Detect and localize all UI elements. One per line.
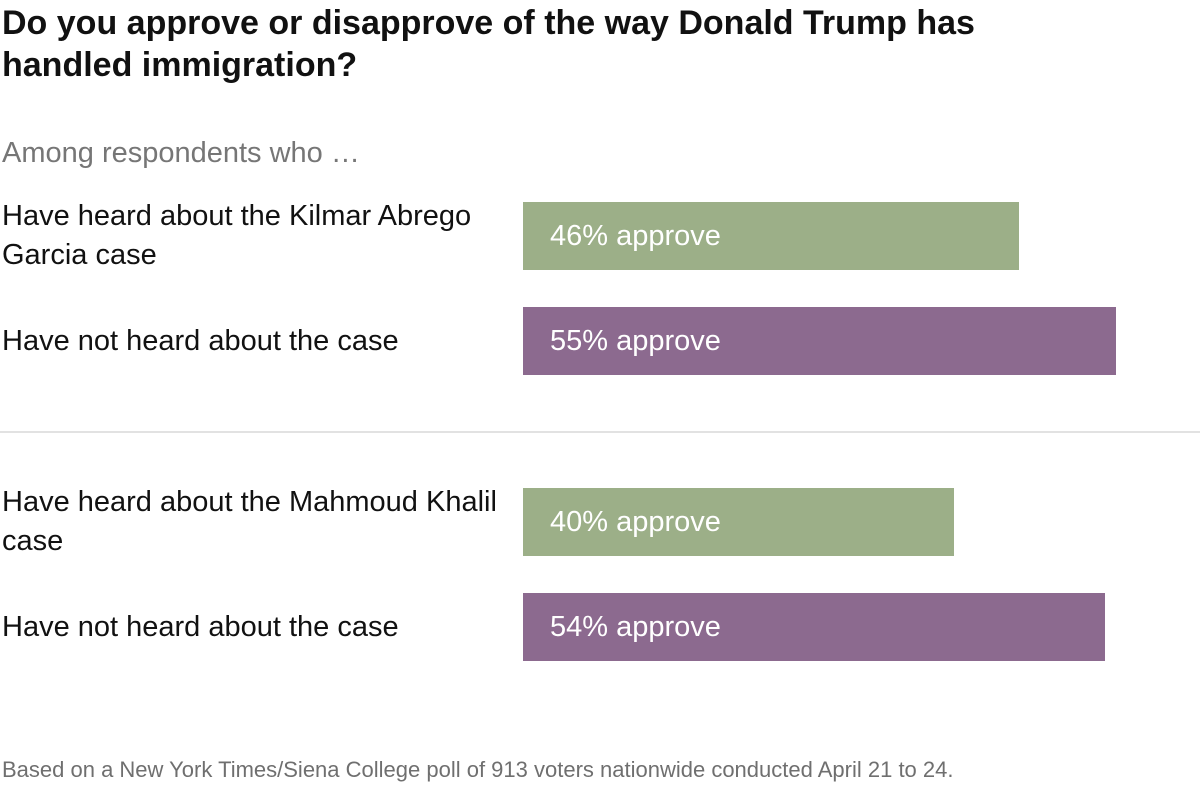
row-label-not-heard-abrego-garcia: Have not heard about the case (2, 325, 399, 357)
bar-not-heard-khalil: 54% approve (523, 593, 1105, 661)
bar-heard-khalil: 40% approve (523, 488, 954, 556)
bar-value-label: 40% approve (550, 505, 721, 538)
bar-value-label: 46% approve (550, 219, 721, 252)
chart-title: Do you approve or disapprove of the way … (2, 4, 975, 84)
row-label-heard-abrego-garcia: Have heard about the Kilmar Abrego Garci… (2, 200, 472, 271)
bar-not-heard-abrego-garcia: 55% approve (523, 307, 1116, 375)
chart-subtitle: Among respondents who … (2, 137, 360, 169)
bar-heard-abrego-garcia: 46% approve (523, 202, 1019, 270)
bar-value-label: 54% approve (550, 610, 721, 643)
row-label-not-heard-khalil: Have not heard about the case (2, 611, 399, 643)
group-divider (0, 431, 1200, 433)
source-note: Based on a New York Times/Siena College … (2, 757, 954, 782)
bar-value-label: 55% approve (550, 324, 721, 357)
row-label-heard-khalil: Have heard about the Mahmoud Khalil case (2, 486, 497, 557)
